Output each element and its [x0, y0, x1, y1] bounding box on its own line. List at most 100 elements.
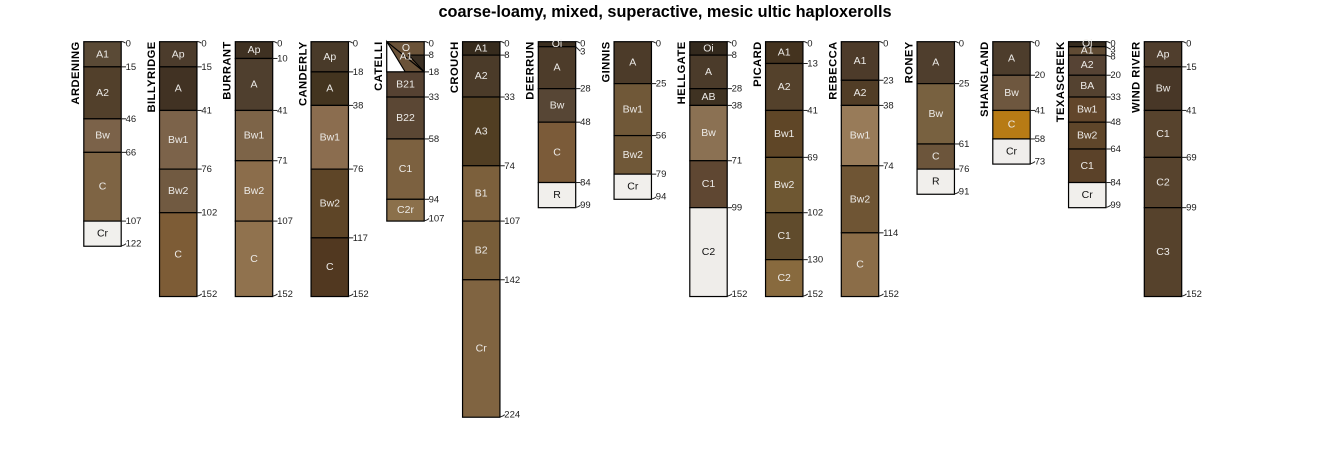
svg-text:CROUCH: CROUCH [449, 41, 461, 93]
svg-text:Ap: Ap [323, 51, 336, 63]
svg-text:99: 99 [732, 203, 743, 214]
svg-text:A: A [705, 66, 712, 78]
svg-text:0: 0 [353, 38, 358, 49]
svg-text:C: C [99, 181, 107, 193]
svg-text:66: 66 [126, 147, 137, 158]
svg-text:Bw: Bw [929, 108, 944, 120]
svg-text:coarse-loamy, mixed, superacti: coarse-loamy, mixed, superactive, mesic … [438, 3, 891, 21]
svg-text:107: 107 [429, 213, 445, 224]
svg-text:A3: A3 [475, 125, 488, 137]
svg-text:RONEY: RONEY [903, 41, 915, 83]
svg-text:A: A [326, 83, 333, 95]
svg-text:Cr: Cr [1082, 189, 1094, 201]
svg-text:Oi: Oi [552, 38, 563, 50]
svg-text:10: 10 [277, 54, 288, 65]
svg-text:18: 18 [429, 67, 440, 78]
svg-text:Bw1: Bw1 [623, 104, 644, 116]
svg-text:76: 76 [959, 164, 970, 175]
svg-text:C1: C1 [777, 230, 791, 242]
svg-text:23: 23 [883, 75, 894, 86]
svg-text:33: 33 [1110, 92, 1121, 103]
svg-text:0: 0 [126, 38, 131, 49]
svg-text:A: A [175, 83, 182, 95]
svg-text:Bw1: Bw1 [168, 134, 189, 146]
svg-text:58: 58 [1035, 134, 1046, 145]
svg-text:41: 41 [201, 105, 212, 116]
svg-text:107: 107 [504, 216, 520, 227]
svg-text:152: 152 [353, 289, 369, 300]
svg-text:38: 38 [732, 100, 743, 111]
svg-text:C2r: C2r [397, 204, 414, 216]
svg-text:0: 0 [277, 38, 282, 49]
svg-text:69: 69 [807, 152, 818, 163]
svg-text:ARDENING: ARDENING [70, 41, 82, 104]
svg-text:CANDERLY: CANDERLY [297, 41, 309, 106]
svg-text:20: 20 [1035, 70, 1046, 81]
svg-text:0: 0 [429, 38, 434, 49]
svg-text:99: 99 [1110, 200, 1121, 211]
svg-text:A2: A2 [475, 70, 488, 82]
svg-text:GINNIS: GINNIS [600, 41, 612, 82]
svg-text:Cr: Cr [627, 181, 639, 193]
svg-text:107: 107 [126, 216, 142, 227]
svg-text:102: 102 [201, 208, 217, 219]
svg-text:76: 76 [353, 164, 364, 175]
svg-text:Bw: Bw [1004, 87, 1019, 99]
svg-text:79: 79 [656, 169, 667, 180]
svg-text:28: 28 [732, 84, 743, 95]
svg-text:74: 74 [504, 161, 515, 172]
svg-text:152: 152 [807, 289, 823, 300]
svg-text:B21: B21 [396, 79, 415, 91]
svg-text:A1: A1 [1081, 44, 1094, 56]
svg-text:C3: C3 [1156, 246, 1170, 258]
svg-text:13: 13 [807, 59, 818, 70]
svg-text:224: 224 [504, 410, 520, 421]
svg-text:A2: A2 [1081, 59, 1094, 71]
svg-text:A: A [250, 79, 257, 91]
svg-text:A1: A1 [475, 42, 488, 54]
svg-text:58: 58 [429, 134, 440, 145]
svg-text:Bw2: Bw2 [244, 185, 265, 197]
svg-text:C2: C2 [777, 272, 791, 284]
svg-text:Bw1: Bw1 [774, 128, 795, 140]
svg-text:A: A [1008, 53, 1015, 65]
svg-text:152: 152 [277, 289, 293, 300]
svg-text:41: 41 [1186, 105, 1197, 116]
svg-text:41: 41 [277, 105, 288, 116]
svg-text:25: 25 [656, 79, 667, 90]
svg-text:61: 61 [959, 139, 970, 150]
svg-text:Bw1: Bw1 [1077, 104, 1098, 116]
svg-text:R: R [553, 189, 561, 201]
svg-text:99: 99 [1186, 203, 1197, 214]
svg-text:B2: B2 [475, 244, 488, 256]
svg-text:152: 152 [201, 289, 217, 300]
svg-text:Oi: Oi [1082, 37, 1093, 49]
svg-text:Bw: Bw [1156, 83, 1171, 95]
svg-text:C2: C2 [1156, 177, 1170, 189]
svg-text:71: 71 [732, 156, 743, 167]
svg-text:Bw2: Bw2 [168, 185, 189, 197]
svg-text:15: 15 [201, 62, 212, 73]
svg-text:69: 69 [1186, 152, 1197, 163]
svg-text:A2: A2 [778, 81, 791, 93]
svg-text:Ap: Ap [172, 48, 185, 60]
svg-text:102: 102 [807, 208, 823, 219]
svg-text:152: 152 [732, 289, 748, 300]
svg-text:3: 3 [1110, 44, 1115, 55]
svg-text:HELLGATE: HELLGATE [676, 41, 688, 104]
svg-text:AB: AB [701, 91, 715, 103]
svg-text:Bw1: Bw1 [850, 130, 871, 142]
svg-text:Ap: Ap [1157, 48, 1170, 60]
svg-text:Bw2: Bw2 [623, 149, 644, 161]
svg-text:28: 28 [580, 84, 591, 95]
svg-text:PICARD: PICARD [752, 41, 764, 87]
svg-text:0: 0 [656, 38, 661, 49]
svg-text:Bw1: Bw1 [244, 130, 265, 142]
svg-text:C: C [932, 151, 940, 163]
svg-text:Oi: Oi [703, 42, 714, 54]
svg-text:Bw: Bw [95, 130, 110, 142]
svg-text:A: A [932, 57, 939, 69]
svg-text:A1: A1 [400, 50, 413, 62]
svg-text:SHANGLAND: SHANGLAND [979, 41, 991, 117]
svg-text:152: 152 [883, 289, 899, 300]
